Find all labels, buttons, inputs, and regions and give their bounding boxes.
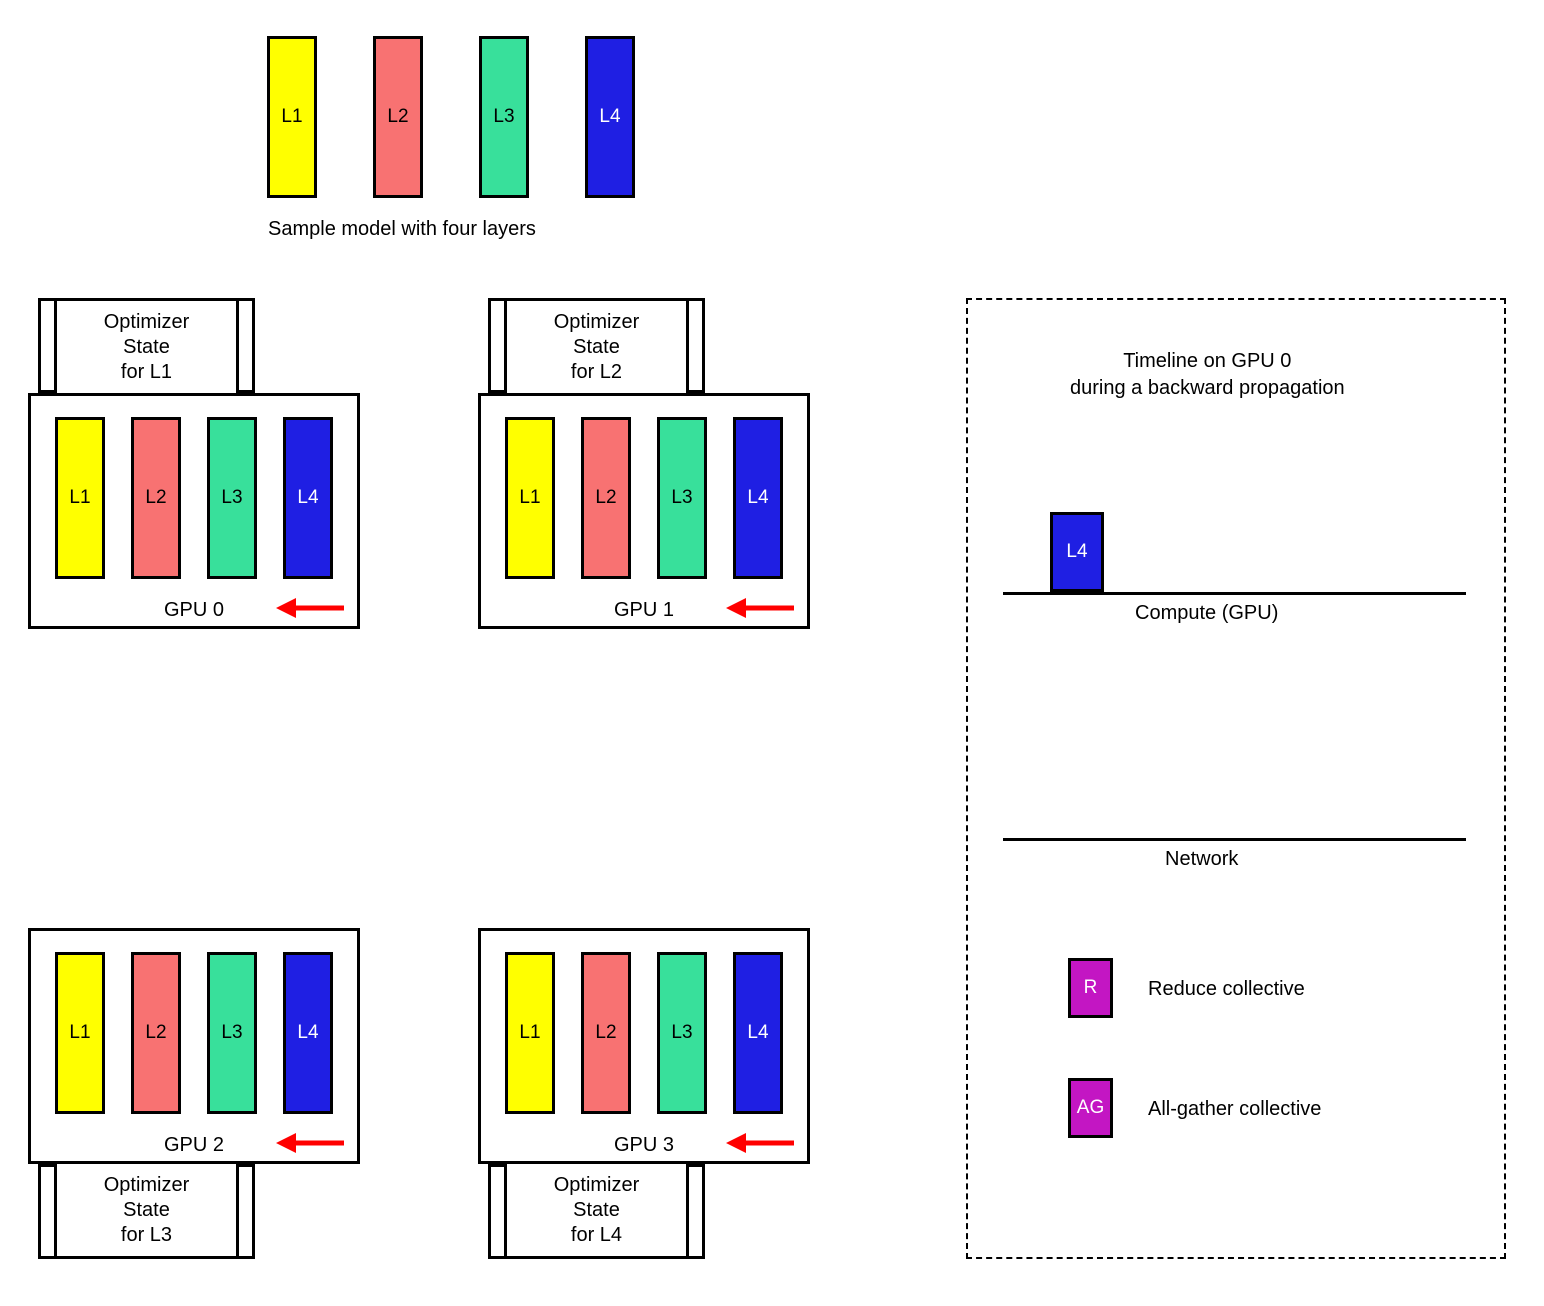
optimizer-state-2: OptimizerStatefor L3 — [54, 1161, 239, 1259]
legend-text-r: Reduce collective — [1148, 978, 1305, 1001]
layer-l1: L1 — [505, 417, 555, 579]
optimizer-notch-left-3 — [488, 1164, 504, 1259]
gpu-label-0: GPU 0 — [28, 599, 360, 622]
optimizer-notch-left-0 — [38, 298, 54, 393]
network-label: Network — [1165, 848, 1238, 871]
layer-l2: L2 — [581, 952, 631, 1114]
layer-l3: L3 — [657, 417, 707, 579]
compute-label: Compute (GPU) — [1135, 602, 1278, 625]
legend-swatch-ag: AG — [1068, 1078, 1113, 1138]
optimizer-notch-right-0 — [239, 298, 255, 393]
optimizer-notch-right-2 — [239, 1164, 255, 1259]
layer-l2: L2 — [131, 417, 181, 579]
optimizer-notch-right-1 — [689, 298, 705, 393]
optimizer-notch-left-1 — [488, 298, 504, 393]
optimizer-state-1: OptimizerStatefor L2 — [504, 298, 689, 396]
optimizer-state-0: OptimizerStatefor L1 — [54, 298, 239, 396]
layer-l2: L2 — [373, 36, 423, 198]
layer-l4: L4 — [283, 952, 333, 1114]
compute-line — [1003, 592, 1466, 595]
layer-l1: L1 — [55, 417, 105, 579]
layer-l4: L4 — [283, 417, 333, 579]
layer-l3: L3 — [207, 952, 257, 1114]
sample-model-caption: Sample model with four layers — [268, 218, 536, 241]
optimizer-notch-left-2 — [38, 1164, 54, 1259]
layer-l3: L3 — [479, 36, 529, 198]
layer-l2: L2 — [581, 417, 631, 579]
timeline-l4-block: L4 — [1050, 512, 1104, 592]
gpu-label-3: GPU 3 — [478, 1134, 810, 1157]
optimizer-state-3: OptimizerStatefor L4 — [504, 1161, 689, 1259]
gpu-label-1: GPU 1 — [478, 599, 810, 622]
network-line — [1003, 838, 1466, 841]
gpu-label-2: GPU 2 — [28, 1134, 360, 1157]
layer-l1: L1 — [55, 952, 105, 1114]
layer-l3: L3 — [207, 417, 257, 579]
optimizer-notch-right-3 — [689, 1164, 705, 1259]
legend-swatch-r: R — [1068, 958, 1113, 1018]
layer-l3: L3 — [657, 952, 707, 1114]
legend-text-ag: All-gather collective — [1148, 1098, 1321, 1121]
layer-l2: L2 — [131, 952, 181, 1114]
layer-l4: L4 — [585, 36, 635, 198]
timeline-title: Timeline on GPU 0during a backward propa… — [1070, 348, 1345, 402]
layer-l4: L4 — [733, 417, 783, 579]
layer-l1: L1 — [267, 36, 317, 198]
layer-l4: L4 — [733, 952, 783, 1114]
layer-l1: L1 — [505, 952, 555, 1114]
